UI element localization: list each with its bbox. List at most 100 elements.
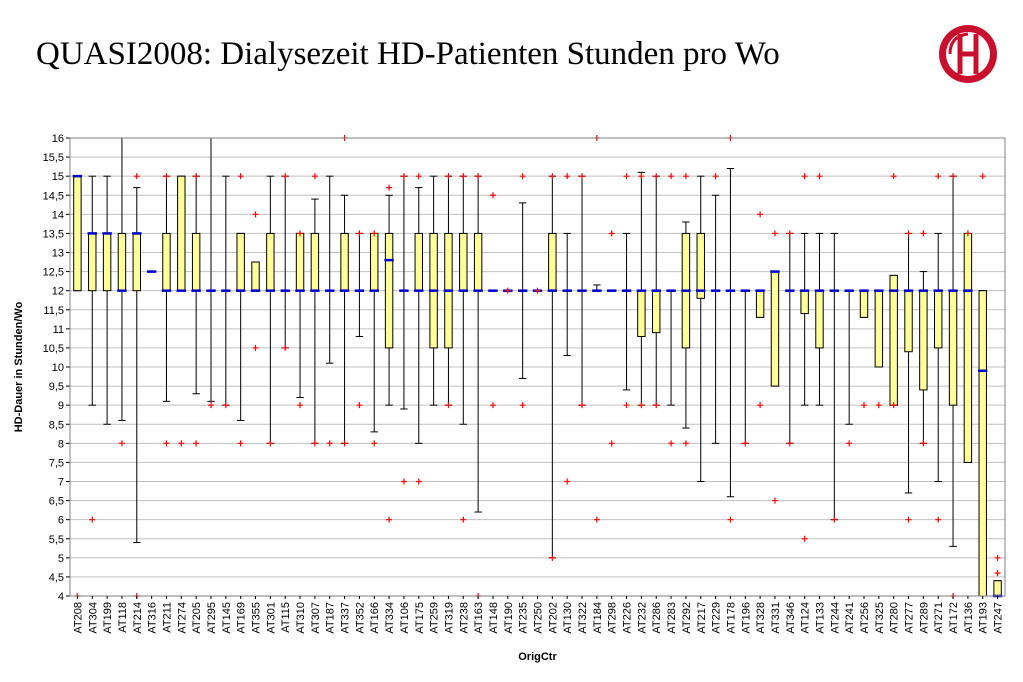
- x-tick-label: AT298: [607, 602, 619, 634]
- outlier-marker: [653, 402, 660, 409]
- x-tick-label: AT199: [102, 602, 114, 634]
- x-tick-label: AT271: [933, 602, 945, 634]
- x-tick-label: AT172: [948, 602, 960, 634]
- iqr-box: [652, 290, 661, 334]
- x-tick-label: AT259: [429, 602, 441, 634]
- y-tick-label: 4: [58, 591, 64, 603]
- x-tick-label: AT334: [384, 602, 396, 634]
- outlier-marker: [549, 554, 556, 561]
- iqr-box: [473, 232, 483, 292]
- outlier-marker: [207, 402, 214, 409]
- outlier-marker: [564, 478, 571, 485]
- iqr-box: [800, 290, 809, 315]
- x-tick-label: AT286: [651, 602, 663, 634]
- outlier-marker: [608, 230, 615, 237]
- x-tick-label: AT319: [443, 602, 455, 634]
- y-tick-label: 8,5: [49, 419, 64, 431]
- grid-layer: [70, 137, 1005, 597]
- y-tick-label: 12: [52, 286, 64, 298]
- iqr-box: [874, 290, 884, 368]
- x-tick-label: AT283: [666, 602, 678, 634]
- iqr-box: [904, 290, 913, 353]
- outlier-marker: [608, 440, 615, 447]
- outlier-marker: [831, 516, 838, 523]
- x-tick-label: AT322: [577, 602, 589, 634]
- x-tick-label: AT289: [918, 602, 930, 634]
- x-tick-label: AT331: [770, 602, 782, 634]
- x-tick-label: AT328: [755, 602, 767, 634]
- outlier-marker: [371, 440, 378, 447]
- outlier-marker: [935, 173, 942, 180]
- outlier-marker: [356, 230, 363, 237]
- iqr-box: [266, 232, 275, 292]
- outlier-marker: [727, 516, 734, 523]
- y-tick-label: 8: [58, 438, 64, 450]
- y-tick-label: 14,5: [43, 190, 64, 202]
- x-tick-label: AT295: [206, 602, 218, 634]
- x-tick-label: AT124: [800, 602, 812, 634]
- outlier-marker: [682, 173, 689, 180]
- iqr-box: [993, 580, 1002, 597]
- x-axis-title: OrigCtr: [518, 651, 557, 663]
- outlier-marker: [222, 402, 229, 409]
- y-tick-label: 4,5: [49, 572, 64, 584]
- iqr-box: [162, 232, 171, 292]
- outlier-marker: [682, 440, 689, 447]
- x-tick-label: AT226: [622, 602, 634, 634]
- outlier-marker: [237, 173, 244, 180]
- outlier-marker: [489, 192, 496, 199]
- outlier-marker: [964, 230, 971, 237]
- outlier-marker: [400, 478, 407, 485]
- x-tick-label: AT292: [681, 602, 693, 634]
- outlier-marker: [623, 402, 630, 409]
- x-tick-label: AT202: [547, 602, 559, 634]
- outlier-marker: [712, 173, 719, 180]
- outlier-marker: [861, 402, 868, 409]
- iqr-box: [815, 290, 824, 349]
- x-tick-label: AT355: [251, 602, 263, 634]
- outlier-marker: [875, 402, 882, 409]
- logo-arc: [948, 32, 969, 55]
- outlier-marker: [668, 440, 675, 447]
- iqr-box: [459, 232, 468, 292]
- iqr-box: [859, 290, 869, 318]
- outlier-marker: [519, 173, 526, 180]
- iqr-box: [934, 290, 943, 349]
- x-tick-label: AT235: [518, 602, 530, 634]
- x-tick-label: AT193: [978, 602, 990, 634]
- x-tick-label: AT250: [533, 602, 545, 634]
- x-tick-label: AT208: [72, 602, 84, 634]
- outlier-marker: [504, 287, 511, 294]
- outlier-marker: [623, 173, 630, 180]
- iqr-box: [889, 274, 898, 406]
- y-tick-label: 6,5: [49, 496, 64, 508]
- iqr-box: [251, 261, 260, 292]
- x-tick-label: AT232: [636, 602, 648, 634]
- outlier-marker: [163, 173, 170, 180]
- y-tick-label: 11: [53, 324, 64, 336]
- x-tick-label: AT217: [696, 602, 708, 634]
- outlier-marker: [816, 173, 823, 180]
- outlier-marker: [846, 440, 853, 447]
- outlier-marker: [356, 402, 363, 409]
- x-tick-label: AT130: [562, 602, 574, 634]
- outlier-marker: [386, 516, 393, 523]
- x-tick-label: AT118: [117, 602, 129, 633]
- x-tick-label: AT106: [399, 602, 411, 634]
- y-tick-label: 10,5: [43, 343, 64, 355]
- iqr-box: [370, 232, 379, 292]
- outlier-marker: [549, 173, 556, 180]
- outlier-marker: [564, 173, 571, 180]
- iqr-box: [132, 232, 141, 292]
- slide-title: QUASI2008: Dialysezeit HD-Patienten Stun…: [36, 36, 780, 72]
- outlier-marker: [579, 402, 586, 409]
- x-tick-label: AT184: [592, 602, 604, 634]
- iqr-box: [295, 232, 305, 292]
- x-tick-label: AT145: [221, 602, 233, 634]
- x-tick-label: AT304: [87, 602, 99, 634]
- outlier-marker: [460, 173, 467, 180]
- x-tick-label: AT247: [993, 602, 1005, 634]
- iqr-box: [310, 232, 320, 292]
- iqr-box: [102, 232, 112, 292]
